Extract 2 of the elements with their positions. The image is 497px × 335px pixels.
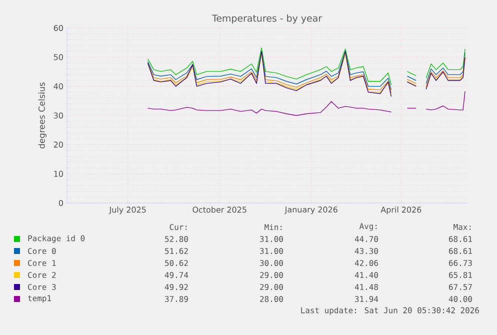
- chart-title: Temperatures - by year: [212, 14, 322, 24]
- y-axis-title: degrees Celsius: [38, 82, 47, 148]
